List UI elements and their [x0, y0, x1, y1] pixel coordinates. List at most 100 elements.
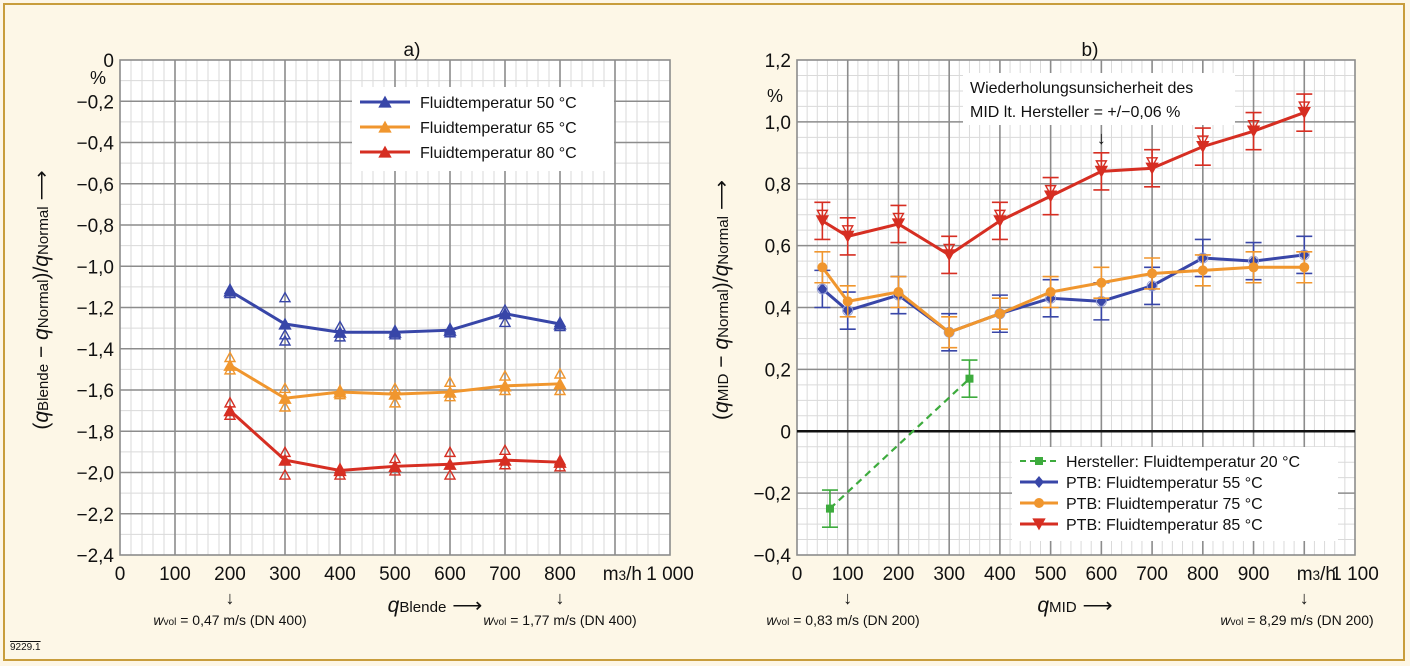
velocity-annotation: wvol = 0,83 m/s (DN 200) [766, 612, 919, 628]
velocity-annotation: wvol = 1,77 m/s (DN 400) [483, 612, 636, 628]
y-tick-label: −0,6 [76, 175, 114, 196]
y-tick-label: 0,2 [765, 360, 791, 381]
y-tick-label: −0,2 [76, 92, 114, 113]
data-point [1248, 262, 1259, 273]
y-tick-label: −0,2 [753, 484, 791, 505]
data-point [1246, 125, 1261, 138]
legend-swatch-marker [1032, 518, 1046, 531]
data-point [993, 215, 1007, 228]
series-3 [814, 251, 1313, 349]
legend: Hersteller: Fluidtemperatur 20 °C PTB: Fl… [1012, 447, 1338, 541]
x-tick-label: 700 [489, 564, 521, 585]
x-tick-label: 800 [1187, 564, 1219, 585]
data-point [1043, 190, 1058, 203]
data-point [223, 284, 237, 297]
data-point-raw [443, 468, 457, 480]
data-point-raw [1145, 157, 1159, 169]
data-point-raw [388, 396, 402, 408]
series-line [829, 377, 971, 510]
figure-code: 9229.1 [10, 642, 41, 653]
legend-label: PTB: Fluidtemperatur 55 °C [1066, 475, 1263, 492]
data-point [498, 379, 512, 392]
data-point [333, 464, 347, 477]
panel-label: b) [1082, 40, 1099, 61]
legend-swatch-marker [1034, 498, 1044, 508]
data-point-raw [278, 400, 292, 412]
data-point-raw [278, 334, 292, 346]
data-point-raw [993, 209, 1007, 221]
x-tick-label: 500 [379, 564, 411, 585]
y-tick-label: 0,4 [765, 299, 792, 320]
x-tick-label: 0 [792, 564, 803, 585]
data-point-raw [816, 283, 828, 295]
data-point-raw [278, 328, 292, 340]
y-tick-label: −2,0 [76, 464, 114, 485]
series-3 [223, 396, 567, 480]
data-point [498, 453, 512, 466]
data-point-raw [498, 315, 512, 328]
y-tick-label: 1,0 [765, 113, 791, 134]
velocity-annotation: wvol = 8,29 m/s (DN 200) [1220, 612, 1373, 628]
data-point-raw [816, 209, 829, 221]
series-4 [814, 93, 1313, 275]
data-point [223, 358, 237, 371]
y-tick-label: −0,8 [76, 216, 114, 237]
x-tick-label: 200 [214, 564, 246, 585]
data-point-raw [443, 445, 457, 458]
x-tick-label: 500 [1035, 564, 1067, 585]
data-point [223, 404, 237, 417]
data-point-raw [1196, 135, 1210, 147]
data-point-raw [892, 212, 905, 224]
data-point [498, 307, 512, 320]
x-axis-label: qMID ⟶ [1037, 594, 1112, 617]
data-point [443, 385, 457, 398]
x-tick-label: 900 [1238, 564, 1270, 585]
x-tick-label: 400 [324, 564, 356, 585]
data-point [1197, 265, 1208, 276]
series-1 [223, 282, 567, 346]
legend-label: PTB: Fluidtemperatur 85 °C [1066, 517, 1263, 534]
legend-swatch-marker [1035, 457, 1043, 465]
data-point [817, 282, 828, 295]
series-1 [821, 359, 978, 528]
data-point [944, 327, 955, 338]
data-point [278, 317, 292, 330]
legend-swatch-marker [1034, 476, 1044, 488]
data-point [942, 249, 956, 262]
data-point [443, 323, 457, 336]
legend-label: Hersteller: Fluidtemperatur 20 °C [1066, 454, 1300, 471]
repeatability-annotation: Wiederholungsunsicherheit des MID lt. Her… [963, 73, 1235, 148]
annotation-box [963, 73, 1235, 125]
data-point [994, 308, 1005, 319]
x-tick-label: 300 [933, 564, 965, 585]
y-tick-label: −1,8 [76, 422, 114, 443]
y-axis-label: (qMID − qNormal)/qNormal ⟶ [710, 180, 733, 420]
y-unit: % [90, 68, 106, 88]
data-point [893, 287, 904, 298]
y-tick-label: −0,4 [76, 134, 114, 155]
data-point-raw [1298, 101, 1311, 113]
plot-frame [796, 59, 1356, 556]
data-point [815, 215, 830, 228]
arrow-down-icon: ↓ [556, 588, 565, 608]
x-tick-label: 300 [269, 564, 301, 585]
legend-label: Fluidtemperatur 50 °C [420, 95, 577, 112]
y-tick-label: 0,8 [765, 175, 791, 196]
y-tick-label: −2,2 [76, 505, 114, 526]
chart-panel-a: 0 −0,2 −0,4 −0,6 −0,8 −1,0 −1,2 −1,4 −1,6 −1,8 −2,… [30, 40, 694, 628]
data-point [825, 504, 834, 513]
data-point [1094, 165, 1109, 178]
legend-swatch-marker [378, 120, 392, 133]
data-point [278, 453, 292, 466]
data-point-raw [278, 291, 292, 303]
data-point [817, 262, 828, 273]
x-tick-label: 0 [115, 564, 126, 585]
data-point [842, 296, 853, 307]
x-unit: m3/h [603, 564, 642, 585]
data-point [1147, 268, 1158, 279]
data-point-raw [278, 468, 292, 480]
annotation-line: Wiederholungsunsicherheit des [970, 80, 1193, 97]
data-point-raw [1247, 119, 1260, 132]
arrow-down-icon: ↓ [843, 588, 852, 608]
annotation-line: MID lt. Hersteller = +/−0,06 % [970, 104, 1180, 121]
